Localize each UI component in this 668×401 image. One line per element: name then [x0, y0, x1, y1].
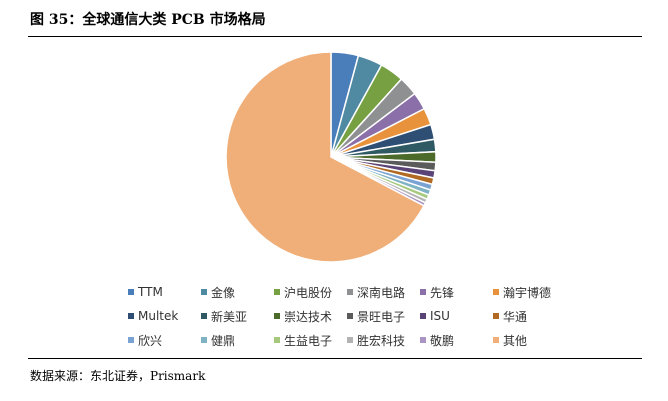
legend-label: 其他 [503, 333, 528, 348]
legend-swatch [128, 313, 134, 319]
legend-label: 生益电子 [284, 333, 333, 348]
legend-swatch [347, 337, 353, 343]
legend-item-12: 欣兴 [128, 330, 201, 350]
legend-item-0: TTM [128, 282, 201, 302]
legend-label: 新美亚 [211, 309, 248, 324]
legend-label: 崇达技术 [284, 309, 333, 324]
legend-swatch [274, 313, 280, 319]
legend-swatch [347, 289, 353, 295]
legend-item-5: 瀚宇博德 [493, 282, 566, 302]
legend-item-1: 金像 [201, 282, 274, 302]
legend-label: 沪电股份 [284, 285, 333, 300]
legend-swatch [420, 289, 426, 295]
legend-swatch [201, 337, 207, 343]
legend-item-11: 华通 [493, 306, 566, 326]
legend-item-2: 沪电股份 [274, 282, 347, 302]
legend-item-16: 敬鹏 [420, 330, 493, 350]
legend-label: TTM [138, 285, 163, 299]
legend-item-4: 先锋 [420, 282, 493, 302]
legend-swatch [493, 289, 499, 295]
title-rule [28, 36, 642, 37]
legend-item-13: 健鼎 [201, 330, 274, 350]
chart-legend: TTM 金像 沪电股份 深南电路 先锋 瀚宇博德 Multek 新美亚 崇达技术 景旺电子 ISU 华… [128, 282, 568, 350]
legend-item-8: 崇达技术 [274, 306, 347, 326]
legend-label: 敬鹏 [430, 333, 455, 348]
legend-label: 胜宏科技 [357, 333, 406, 348]
figure-title: 图 35：全球通信大类 PCB 市场格局 [30, 12, 266, 28]
pie-slice-17 [225, 51, 425, 263]
source-rule [28, 358, 642, 359]
legend-swatch [128, 337, 134, 343]
pie-chart [225, 51, 437, 263]
legend-swatch [493, 313, 499, 319]
legend-swatch [420, 313, 426, 319]
legend-item-15: 胜宏科技 [347, 330, 420, 350]
legend-item-3: 深南电路 [347, 282, 420, 302]
legend-swatch [201, 289, 207, 295]
legend-label: 景旺电子 [357, 309, 406, 324]
legend-label: 先锋 [430, 285, 455, 300]
legend-swatch [201, 313, 207, 319]
legend-swatch [274, 337, 280, 343]
legend-label: 华通 [503, 309, 528, 324]
legend-item-14: 生益电子 [274, 330, 347, 350]
legend-item-7: 新美亚 [201, 306, 274, 326]
legend-label: 健鼎 [211, 333, 236, 348]
legend-item-6: Multek [128, 306, 201, 326]
pie-slices [225, 51, 437, 263]
legend-swatch [493, 337, 499, 343]
legend-label: 深南电路 [357, 285, 406, 300]
legend-swatch [128, 289, 134, 295]
legend-label: Multek [138, 309, 179, 323]
legend-swatch [274, 289, 280, 295]
legend-label: 瀚宇博德 [503, 285, 552, 300]
legend-item-9: 景旺电子 [347, 306, 420, 326]
legend-item-10: ISU [420, 306, 493, 326]
figure-source: 数据来源：东北证券，Prismark [30, 369, 206, 383]
legend-label: 金像 [211, 285, 236, 300]
legend-swatch [420, 337, 426, 343]
legend-label: ISU [430, 309, 450, 323]
legend-label: 欣兴 [138, 333, 163, 348]
legend-swatch [347, 313, 353, 319]
legend-item-17: 其他 [493, 330, 566, 350]
